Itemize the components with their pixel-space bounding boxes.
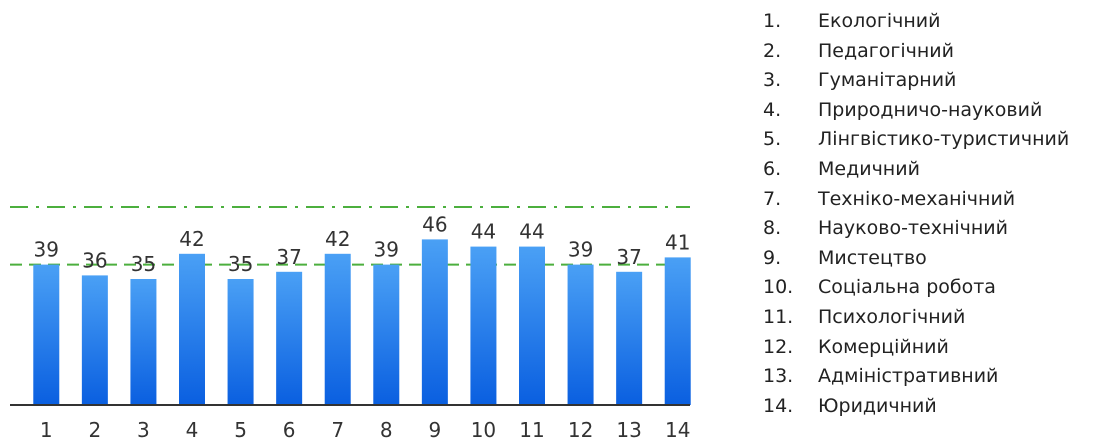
legend-item-9: 9. Мистецтво: [763, 244, 1069, 274]
bar-8: [373, 264, 400, 405]
legend-item-label: Науково-технічний: [818, 217, 1008, 240]
bar-14: [664, 257, 691, 405]
value-label-3: 35: [131, 252, 156, 276]
legend-item-6: 6. Медичний: [763, 155, 1069, 185]
legend-item-number: 11.: [763, 305, 794, 328]
legend-item-label: Педагогічний: [818, 39, 954, 62]
x-tick-labels: 1 2 3 4 5 6 7 8 9 10 11 12 13 14: [40, 418, 691, 441]
value-label-5: 35: [228, 252, 253, 276]
legend-item-10: 10. Соціальна робота: [763, 273, 1069, 303]
x-tick-7: 7: [331, 418, 344, 441]
legend-item-label: Лінгвістико-туристичний: [818, 128, 1070, 151]
x-tick-3: 3: [137, 418, 150, 441]
bar-4: [179, 253, 205, 405]
bar-11: [519, 246, 545, 405]
legend-item-13: 13. Адміністративний: [763, 362, 1069, 392]
x-tick-10: 10: [471, 418, 496, 441]
legend-item-14: 14. Юридичний: [763, 392, 1069, 422]
bar-13: [616, 271, 643, 405]
value-label-10: 44: [471, 220, 496, 244]
legend-item-label: Природничо-науковий: [818, 98, 1043, 121]
legend-item-number: 12.: [763, 335, 794, 358]
legend-item-11: 11. Психологічний: [763, 303, 1069, 333]
legend-item-label: Мистецтво: [818, 246, 927, 269]
legend-item-label: Екологічний: [818, 10, 941, 32]
legend-item-number: 7.: [763, 187, 782, 210]
legend-item-label: Юридичний: [818, 394, 937, 417]
legend-item-1: 1. Екологічний: [763, 7, 1069, 37]
legend-item-7: 7. Техніко-механічний: [763, 185, 1069, 215]
legend-item-number: 3.: [763, 69, 782, 92]
legend-item-label: Адміністративний: [818, 365, 999, 388]
value-label-12: 39: [568, 238, 593, 262]
legend-item-3: 3. Гуманітарний: [763, 66, 1069, 96]
legend-item-number: 6.: [763, 157, 782, 180]
bar-9: [421, 239, 448, 405]
x-tick-4: 4: [186, 418, 199, 441]
value-label-14: 41: [665, 230, 690, 254]
value-labels: 39 36 35 42 35 37 42 39 46 44 44 39 37 41: [34, 212, 691, 276]
legend-item-number: 2.: [763, 39, 782, 62]
legend-item-number: 13.: [763, 365, 794, 388]
bar-5: [227, 279, 254, 405]
legend-item-number: 14.: [763, 394, 794, 417]
x-tick-1: 1: [40, 418, 53, 441]
legend-item-label: Комерційний: [818, 335, 949, 358]
value-label-8: 39: [374, 238, 399, 262]
legend-item-label: Психологічний: [818, 305, 966, 328]
legend-item-number: 4.: [763, 98, 782, 121]
value-label-6: 37: [276, 245, 301, 269]
value-label-13: 37: [616, 245, 641, 269]
legend-item-4: 4. Природничо-науковий: [763, 96, 1069, 126]
value-label-4: 42: [179, 227, 204, 251]
legend-item-5: 5. Лінгвістико-туристичний: [763, 125, 1069, 155]
legend-item-number: 1.: [763, 10, 782, 32]
legend-item-label: Техніко-механічний: [818, 187, 1016, 210]
legend-item-number: 10.: [763, 276, 794, 299]
x-tick-5: 5: [234, 418, 247, 441]
x-tick-12: 12: [568, 418, 593, 441]
legend-item-label: Медичний: [818, 157, 920, 180]
bar-1: [33, 264, 60, 405]
bar-7: [324, 253, 351, 405]
reference-lines: [10, 206, 690, 266]
x-tick-8: 8: [380, 418, 393, 441]
legend-item-2: 2. Педагогічний: [763, 37, 1069, 67]
bar-12: [567, 264, 594, 405]
value-label-9: 46: [422, 212, 447, 236]
value-label-11: 44: [519, 220, 544, 244]
legend-item-number: 5.: [763, 128, 782, 151]
bar-3: [130, 279, 157, 405]
legend-item-label: Соціальна робота: [818, 276, 996, 299]
x-tick-13: 13: [616, 418, 641, 441]
value-label-7: 42: [325, 227, 350, 251]
x-tick-2: 2: [88, 418, 101, 441]
bar-2: [81, 275, 108, 405]
legend-item-12: 12. Комерційний: [763, 333, 1069, 363]
value-label-1: 39: [34, 238, 59, 262]
x-tick-14: 14: [665, 418, 690, 441]
legend: 1. Екологічний 2. Педагогічний 3. Гуманітарни…: [763, 7, 1069, 421]
value-label-2: 36: [82, 248, 107, 272]
legend-item-number: 8.: [763, 217, 782, 240]
bar-10: [470, 246, 497, 405]
bar-6: [276, 271, 303, 405]
x-tick-6: 6: [283, 418, 296, 441]
legend-item-number: 9.: [763, 246, 782, 269]
legend-item-label: Гуманітарний: [818, 69, 957, 92]
x-tick-9: 9: [428, 418, 441, 441]
bars: [33, 239, 691, 405]
legend-item-8: 8. Науково-технічний: [763, 214, 1069, 244]
x-tick-11: 11: [519, 418, 544, 441]
